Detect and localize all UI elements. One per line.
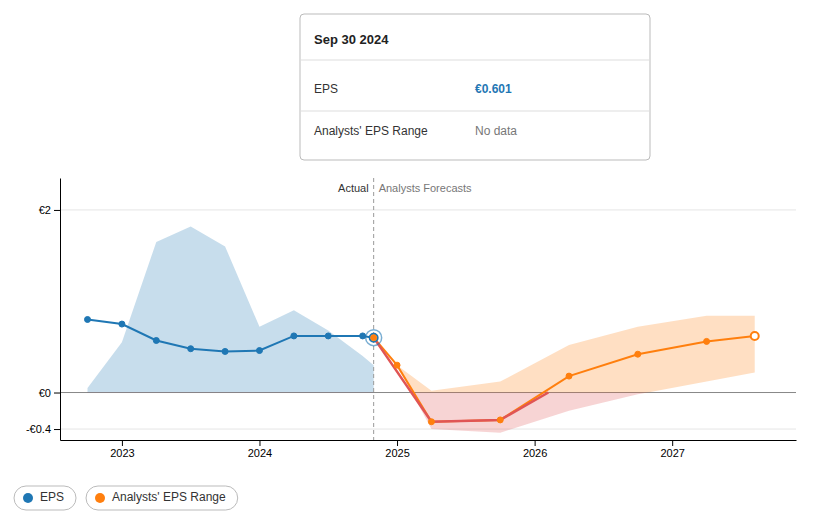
positive-region [88,226,374,392]
x-tick-mark [535,440,536,446]
y-tick: €2 [39,204,60,216]
series-marker [85,316,91,322]
series-marker [394,362,400,368]
series-marker [370,334,378,342]
y-tick-mark [54,210,60,211]
range-area-negative [374,393,755,433]
series-marker [119,321,125,327]
series-marker [325,333,331,339]
series-marker [360,333,366,339]
legend-pill [86,486,238,510]
y-tick-label: -€0.4 [26,423,51,435]
x-tick-label: 2024 [248,447,272,459]
series-marker [222,348,228,354]
y-tick-label: €2 [39,204,51,216]
tooltip-row-label: Analysts' EPS Range [314,124,428,138]
tooltip: Sep 30 2024 EPS €0.601 Analysts' EPS Range N… [300,14,650,160]
positive-region [374,316,755,393]
x-tick-label: 2023 [110,447,134,459]
series-marker [256,348,262,354]
range-area-positive [88,226,374,392]
negative-region [88,393,374,394]
hover-point [366,330,382,346]
x-tick-mark [397,440,398,446]
grid-line [60,209,796,210]
x-tick: 2025 [385,440,409,459]
series-line [374,336,755,422]
x-axis-line [61,440,797,441]
series-marker [497,417,503,423]
x-tick: 2023 [110,440,134,459]
tooltip-row-label: EPS [314,82,338,96]
tooltip-row-value: No data [475,124,517,138]
y-axis: -€0.4 €0 €2 [26,179,61,441]
series-marker [566,373,572,379]
series-marker [751,332,759,340]
plot-area [85,178,759,440]
x-tick-label: 2027 [660,447,684,459]
x-tick-label: 2026 [523,447,547,459]
y-axis-line [60,179,61,441]
series-marker [635,351,641,357]
x-axis: 2023 2024 2025 2026 2027 [61,440,797,459]
series-marker [704,338,710,344]
series-marker [371,335,377,341]
y-tick-mark [54,429,60,430]
x-tick: 2026 [523,440,547,459]
series-marker [153,337,159,343]
legend-label: EPS [40,490,64,504]
series-marker [291,333,297,339]
legend-label: Analysts' EPS Range [112,490,226,504]
x-tick-mark [672,440,673,446]
legend-item: Analysts' EPS Range [86,486,238,510]
y-tick: -€0.4 [26,423,60,435]
y-tick-mark [54,393,60,394]
tooltip-separator [300,111,650,112]
chart: Actual Analysts Forecasts 2023 2024 2025 2026… [0,0,821,520]
x-tick-mark [122,440,123,446]
y-tick-label: €0 [39,387,51,399]
legend-item: EPS [14,486,76,510]
tooltip-box [300,14,650,160]
divider-label: Actual [338,182,369,194]
series-line [374,338,549,422]
range-area-negative [88,393,374,394]
y-tick: €0 [39,387,60,399]
divider-label: Analysts Forecasts [379,182,472,194]
divider [373,178,374,440]
series-line [88,319,374,351]
legend-pill [14,486,76,510]
series-marker [188,346,194,352]
grid-line [60,429,796,430]
x-tick-mark [259,440,260,446]
tooltip-separator [300,60,650,61]
tooltip-row-value: €0.601 [475,82,512,96]
x-tick-label: 2025 [385,447,409,459]
x-tick: 2024 [248,440,272,459]
x-tick: 2027 [660,440,684,459]
legend-swatch [23,493,33,503]
legend: EPS Analysts' EPS Range [14,486,238,510]
legend-swatch [95,493,105,503]
series-marker [428,419,434,425]
range-area-positive [374,316,755,393]
negative-region [374,393,755,433]
tooltip-title: Sep 30 2024 [314,32,389,47]
